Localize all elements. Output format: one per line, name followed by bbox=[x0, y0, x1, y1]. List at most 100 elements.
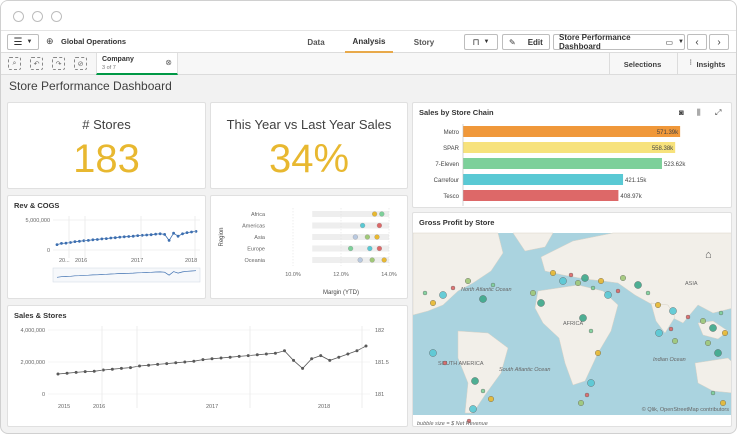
expand-icon[interactable]: ⤢ bbox=[715, 108, 722, 117]
margin-point bbox=[381, 257, 387, 263]
tab-data[interactable]: Data bbox=[307, 37, 325, 47]
map-store-bubble[interactable] bbox=[469, 405, 477, 413]
map-store-bubble[interactable] bbox=[584, 392, 590, 398]
map-store-bubble[interactable] bbox=[422, 290, 428, 296]
window-close-dot[interactable] bbox=[13, 11, 24, 22]
smart-search-icon[interactable]: ⌕ bbox=[8, 57, 21, 70]
map-store-bubble[interactable] bbox=[722, 329, 729, 336]
clear-selection-icon[interactable]: ⊗ bbox=[165, 58, 172, 67]
sales-point bbox=[319, 354, 323, 358]
next-sheet-button[interactable]: › bbox=[709, 34, 729, 50]
map-store-bubble[interactable] bbox=[529, 289, 536, 296]
map-store-bubble[interactable] bbox=[579, 314, 587, 322]
map-store-bubble[interactable] bbox=[668, 326, 674, 332]
margin-point bbox=[379, 211, 385, 217]
map-store-bubble[interactable] bbox=[672, 337, 679, 344]
bar-7eleven bbox=[463, 158, 662, 169]
map-store-bubble[interactable] bbox=[597, 277, 604, 284]
bar-category-label: SPAR bbox=[443, 146, 460, 152]
home-icon[interactable]: ⌂ bbox=[705, 249, 712, 261]
global-menu-button[interactable]: ☰ ▼ bbox=[7, 34, 39, 50]
sales-x-tick: 2016 bbox=[93, 404, 105, 410]
kpi-stores-card[interactable]: # Stores 183 bbox=[7, 102, 206, 189]
map-store-bubble[interactable] bbox=[604, 291, 612, 299]
bookmark-button[interactable]: ⊓ ▼ bbox=[464, 34, 498, 50]
tab-story[interactable]: Story bbox=[413, 37, 435, 47]
map-store-bubble[interactable] bbox=[574, 279, 581, 286]
map-store-bubble[interactable] bbox=[655, 329, 663, 337]
gross-profit-map-title: Gross Profit by Store bbox=[419, 218, 495, 227]
sales-point bbox=[364, 344, 368, 348]
sales-stores-card[interactable]: Sales & Stores 4,000,000 182 2,000,000 181.… bbox=[7, 305, 408, 427]
step-forward-icon[interactable]: ↷ bbox=[52, 57, 65, 70]
gross-profit-map-card[interactable]: Gross Profit by Store North Atlantic Oce… bbox=[412, 212, 732, 427]
map-store-bubble[interactable] bbox=[705, 339, 712, 346]
margin-region-card[interactable]: Africa Americas Asia Europe Oceania 10.0% 12.0… bbox=[210, 195, 408, 299]
map-store-bubble[interactable] bbox=[429, 349, 437, 357]
map-store-bubble[interactable] bbox=[442, 360, 448, 366]
window-minimize-dot[interactable] bbox=[32, 11, 43, 22]
map-store-bubble[interactable] bbox=[710, 390, 716, 396]
map-store-bubble[interactable] bbox=[720, 399, 727, 406]
edit-button[interactable]: ✎ Edit bbox=[502, 34, 550, 50]
rev-point bbox=[82, 239, 86, 243]
sales-point bbox=[128, 366, 132, 370]
map-store-bubble[interactable] bbox=[714, 349, 722, 357]
sales-point bbox=[138, 364, 142, 368]
rev-point bbox=[149, 233, 153, 237]
map-store-bubble[interactable] bbox=[645, 290, 651, 296]
sales-y-tick-left: 4,000,000 bbox=[21, 328, 45, 334]
window-maximize-dot[interactable] bbox=[51, 11, 62, 22]
map-store-bubble[interactable] bbox=[479, 295, 487, 303]
map-store-bubble[interactable] bbox=[634, 281, 642, 289]
map-store-bubble[interactable] bbox=[594, 349, 601, 356]
map-store-bubble[interactable] bbox=[685, 314, 691, 320]
map-store-bubble[interactable] bbox=[450, 285, 456, 291]
step-back-icon[interactable]: ↶ bbox=[30, 57, 43, 70]
kpi-sales-card[interactable]: This Year vs Last Year Sales 34% bbox=[210, 102, 408, 189]
previous-sheet-button[interactable]: ‹ bbox=[687, 34, 707, 50]
map-store-bubble[interactable] bbox=[549, 270, 556, 277]
gross-profit-map[interactable]: North Atlantic Ocean AFRICA SOUTH AMERIC… bbox=[413, 213, 732, 427]
map-store-bubble[interactable] bbox=[654, 301, 661, 308]
rev-point bbox=[167, 239, 171, 242]
map-store-bubble[interactable] bbox=[619, 275, 626, 282]
map-store-bubble[interactable] bbox=[537, 299, 545, 307]
bar-value-label: 558.38k bbox=[652, 146, 674, 152]
map-store-bubble[interactable] bbox=[669, 307, 677, 315]
map-store-bubble[interactable] bbox=[559, 277, 567, 285]
selections-button[interactable]: Selections bbox=[609, 53, 675, 75]
map-store-bubble[interactable] bbox=[568, 272, 574, 278]
sheet-selector[interactable]: Store Performance Dashboard ▭ ▼ bbox=[553, 33, 685, 51]
map-store-bubble[interactable] bbox=[718, 310, 724, 316]
sales-by-chain-card[interactable]: Sales by Store Chain ◙ ⫼ ⤢ Metro 571.39k S… bbox=[412, 102, 732, 208]
selection-chip-company[interactable]: Company 3 of 7 ⊗ bbox=[96, 53, 178, 75]
adjust-icon[interactable]: ⫼ bbox=[697, 108, 701, 117]
map-store-bubble[interactable] bbox=[577, 399, 584, 406]
map-store-bubble[interactable] bbox=[590, 285, 596, 291]
map-store-bubble[interactable] bbox=[480, 388, 486, 394]
insights-button[interactable]: ⫶ Insights bbox=[677, 53, 736, 75]
rev-cogs-card[interactable]: Rev & COGS 5,000,000 0 20... 2016 2017 2018 bbox=[7, 195, 206, 299]
bookmark-icon: ⊓ bbox=[472, 36, 480, 47]
map-store-bubble[interactable] bbox=[709, 324, 717, 332]
map-store-bubble[interactable] bbox=[587, 379, 595, 387]
map-store-bubble[interactable] bbox=[700, 317, 707, 324]
map-store-bubble[interactable] bbox=[471, 377, 479, 385]
map-store-bubble[interactable] bbox=[430, 299, 437, 306]
hamburger-icon: ☰ bbox=[13, 36, 23, 48]
map-store-bubble[interactable] bbox=[439, 291, 447, 299]
map-store-bubble[interactable] bbox=[588, 328, 594, 334]
clear-all-icon[interactable]: ⊘ bbox=[74, 57, 87, 70]
map-store-bubble[interactable] bbox=[465, 277, 472, 284]
map-store-bubble[interactable] bbox=[466, 418, 472, 424]
rev-point bbox=[69, 241, 72, 244]
sales-stores-chart: 4,000,000 182 2,000,000 181.5 0 181 2015 2016 20… bbox=[21, 326, 389, 410]
rev-series-line bbox=[56, 231, 197, 245]
tab-analysis[interactable]: Analysis bbox=[345, 31, 393, 53]
map-store-bubble[interactable] bbox=[581, 274, 589, 282]
map-store-bubble[interactable] bbox=[490, 282, 496, 288]
map-store-bubble[interactable] bbox=[487, 395, 494, 402]
camera-icon[interactable]: ◙ bbox=[679, 108, 684, 117]
map-store-bubble[interactable] bbox=[615, 288, 621, 294]
